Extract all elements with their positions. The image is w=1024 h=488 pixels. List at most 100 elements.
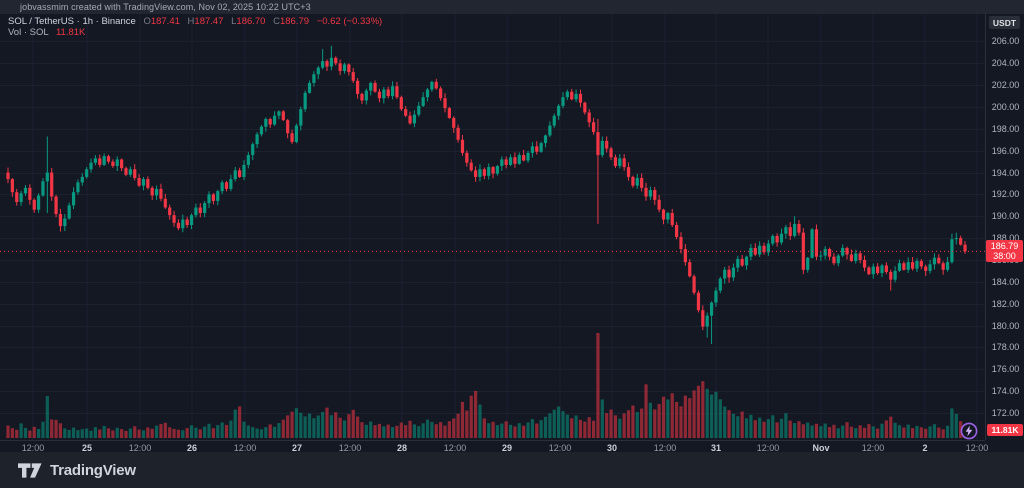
tradingview-brand[interactable]: TradingView [18,462,136,479]
time-axis[interactable]: 12:00 25 12:00 26 12:00 27 12:00 28 12:00 29 12:00… [0,440,988,453]
candle-body [163,198,167,208]
candle-body [233,170,237,180]
tradingview-logo-icon [18,462,42,478]
candle-body [653,190,657,200]
candle-body [364,90,368,101]
volume-bar [399,422,403,438]
volume-bar [491,421,495,438]
time-axis-label-12:00: 12:00 [861,443,885,453]
time-axis-label-28: 28 [396,443,408,453]
volume-bar [434,424,438,438]
flash-trade-icon[interactable] [959,421,979,441]
volume-bar [862,427,867,438]
candle-body [128,169,132,175]
candle-body [688,262,692,277]
candle-body [19,193,23,203]
open-label: O [143,16,151,27]
volume-bar [259,429,264,438]
candle-body [168,207,172,216]
volume-bar [740,411,744,438]
volume-bar [854,428,858,438]
candle-body [299,109,303,126]
candle-body [141,179,146,186]
volume-bar [373,425,377,438]
volume-bar [128,428,132,438]
volume-bar [622,413,626,438]
volume-bar [425,419,430,438]
candle-body [150,187,154,196]
candle-body [657,199,661,210]
volume-bar [246,425,250,438]
volume-bar [876,428,880,438]
price-axis-label: 180.00 [991,320,1020,331]
candle-body [189,215,194,225]
candle-body [377,91,382,99]
volume-bar [941,429,945,438]
volume-bar [50,419,54,438]
volume-bar [286,415,290,438]
candle-body [626,167,631,177]
volume-bar [897,425,902,438]
volume-bar [626,410,631,438]
candle-body [587,112,591,123]
candle-body [749,247,753,257]
candle-body [159,188,163,199]
candle-body [924,266,928,271]
candle-body [242,164,246,177]
volume-bar [827,427,832,438]
candle-body [412,114,417,124]
volume-bar [172,428,176,438]
volume-bar [439,422,443,438]
volume-bar [954,413,958,438]
volume-bar [268,424,272,438]
candle-body [696,292,701,311]
volume-bar [198,429,202,438]
volume-bar [281,419,285,438]
volume-bar [460,401,465,438]
volume-bar [543,416,548,438]
candle-body [919,261,923,267]
volume-bar [919,427,923,438]
symbol-title[interactable]: SOL / TetherUS · 1h · Binance [8,16,136,27]
candle-body [487,167,491,176]
time-axis-label-12:00: 12:00 [21,443,45,453]
currency-badge[interactable]: USDT [989,16,1020,29]
volume-bar [255,428,259,438]
candle-body [286,120,290,134]
volume-bar [880,423,884,438]
time-axis-label-12:00: 12:00 [756,443,780,453]
symbol-legend[interactable]: SOL / TetherUS · 1h · Binance O187.41 H1… [8,16,382,38]
volume-bar [10,428,14,438]
candle-body [701,310,705,327]
candle-body [937,257,941,264]
price-axis[interactable]: 206.00 204.00 202.00 200.00 198.00 196.00 194.… [985,14,1024,440]
volume-bar [377,423,382,438]
candle-body [430,81,434,90]
volume-bar [6,425,10,438]
volume-bar [137,429,141,438]
volume-bar [587,417,591,438]
price-axis-label: 174.00 [991,386,1020,397]
candle-body [456,127,460,140]
time-axis-label-27: 27 [291,443,303,453]
volume-bar [321,411,325,438]
price-axis-label: 206.00 [991,36,1020,47]
candle-body [447,108,451,118]
volume-bar [600,399,604,438]
candle-body [945,262,950,270]
volume-bar [727,410,731,438]
volume-bar [207,423,211,438]
volume-bar [884,420,888,438]
candle-body [508,157,513,165]
candle-body [106,156,111,162]
candlestick-chart[interactable] [0,0,985,440]
candle-body [618,158,622,166]
candle-body [723,269,727,279]
legend-ohlc-row: SOL / TetherUS · 1h · Binance O187.41 H1… [8,16,382,27]
candle-body [819,255,823,257]
candle-body [906,262,910,270]
candle-body [897,263,902,271]
candle-body [460,139,465,153]
volume-label[interactable]: Vol · SOL [8,27,49,38]
volume-bar [45,396,49,438]
